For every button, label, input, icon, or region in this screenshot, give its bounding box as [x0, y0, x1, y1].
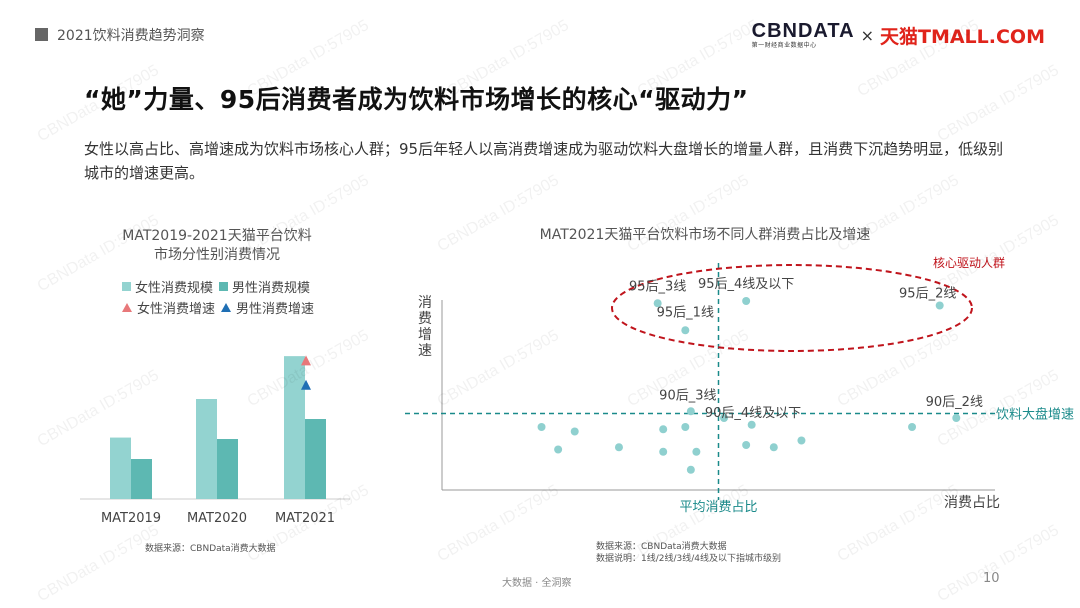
cbndata-logo-text: CBNDATA: [751, 20, 855, 42]
scatter-chart-title: MAT2021天猫平台饮料市场不同人群消费占比及增速: [540, 226, 871, 243]
page-number: 10: [983, 571, 1000, 586]
scatter-point: [659, 447, 668, 456]
logo-times-sign: ×: [860, 26, 874, 45]
watermark-text: CBNData ID:57905: [34, 521, 162, 606]
watermark-text: CBNData ID:57905: [934, 521, 1062, 606]
scatter-point-labeled: [686, 407, 695, 416]
legend-female-growth-label: 女性消费增速: [137, 302, 216, 317]
scatter-point-label: 95后_2线: [899, 287, 956, 302]
scatter-point: [681, 423, 690, 431]
bar-male-MAT2019: [131, 459, 152, 499]
bar-female-MAT2020: [196, 399, 217, 499]
left-chart-title-line2: 市场分性别消费情况: [154, 247, 280, 263]
legend-female-growth: 女性消费增速: [122, 298, 215, 317]
scatter-point-label: 90后_2线: [926, 395, 983, 410]
section-title: 2021饮料消费趋势洞察: [57, 28, 205, 44]
left-chart-title-line1: MAT2019-2021天猫平台饮料: [122, 228, 312, 244]
scatter-point: [614, 443, 623, 452]
gender-bar-chart: MAT2019 MAT2020 MAT2021: [80, 355, 350, 526]
tmall-logo: 天猫TMALL.COM: [879, 26, 1045, 48]
brand-logo: CBNDATA 第一财经商业数据中心 × 天猫TMALL.COM: [751, 20, 1045, 49]
section-marker: [35, 28, 48, 41]
bar-male-MAT2020: [217, 439, 238, 499]
avg-share-label: 平均消费占比: [679, 500, 757, 515]
legend-male-growth-triangle-icon: [221, 303, 232, 312]
growth-marker-female: [301, 355, 311, 366]
scatter-point-labeled: [952, 414, 961, 422]
scatter-point: [659, 425, 668, 434]
right-chart-source-line2: 数据说明：1线/2线/3线/4线及以下指城市级别: [596, 554, 782, 564]
scatter-point: [908, 423, 917, 431]
scatter-point-label: 95后_3线: [629, 279, 686, 294]
scatter-point-labeled: [653, 299, 662, 308]
bar-female-MAT2021: [284, 356, 305, 499]
right-chart-source-line1: 数据来源：CBNData消费大数据: [596, 542, 727, 552]
left-chart-title: MAT2019-2021天猫平台饮料 市场分性别消费情况: [92, 227, 342, 265]
scatter-point: [537, 423, 546, 431]
scatter-point-label: 90后_4线及以下: [705, 406, 801, 421]
scatter-point: [747, 420, 756, 429]
left-chart-legend: 女性消费规模 男性消费规模 女性消费增速 男性消费增速: [122, 276, 320, 318]
page-title: “她”力量、95后消费者成为饮料市场增长的核心“驱动力”: [84, 85, 749, 114]
bar-male-MAT2021: [305, 419, 326, 499]
core-driver-ellipse: [611, 264, 973, 352]
legend-female-swatch: [122, 282, 131, 291]
legend-male-growth-label: 男性消费增速: [236, 302, 315, 317]
footer-text: 大数据 · 全洞察: [502, 578, 572, 589]
right-chart-source: 数据来源：CBNData消费大数据 数据说明：1线/2线/3线/4线及以下指城市…: [596, 541, 781, 565]
legend-male-growth: 男性消费增速: [221, 298, 314, 317]
scatter-point-labeled: [681, 326, 690, 335]
left-chart-source: 数据来源：CBNData消费大数据: [145, 544, 276, 554]
legend-male-scale-label: 男性消费规模: [232, 281, 311, 296]
scatter-point-labeled: [720, 414, 729, 422]
scatter-point-labeled: [935, 301, 944, 310]
scatter-point: [769, 443, 778, 452]
scatter-point: [554, 445, 563, 454]
scatter-x-axis-label: 消费占比: [944, 495, 1000, 511]
scatter-point-labeled: [742, 297, 751, 305]
legend-male-scale: 男性消费规模: [219, 277, 310, 296]
bar-category-label: MAT2019: [101, 511, 161, 526]
page-description: 女性以高占比、高增速成为饮料市场核心人群；95后年轻人以高消费增速成为驱动饮料大…: [84, 140, 1004, 182]
legend-female-scale-label: 女性消费规模: [135, 281, 214, 296]
scatter-point: [692, 447, 701, 456]
scatter-point-label: 95后_1线: [657, 305, 714, 320]
core-driver-label: 核心驱动人群: [933, 256, 1005, 270]
scatter-point: [570, 427, 579, 436]
bar-category-label: MAT2020: [187, 511, 247, 526]
legend-male-swatch: [219, 282, 229, 291]
scatter-point-label: 95后_4线及以下: [698, 277, 794, 292]
bar-category-label: MAT2021: [275, 511, 335, 526]
scatter-point: [797, 436, 806, 445]
scatter-point: [742, 441, 751, 449]
market-growth-label: 饮料大盘增速: [996, 407, 1074, 423]
cbndata-logo-subtext: 第一财经商业数据中心: [751, 42, 817, 49]
legend-female-growth-triangle-icon: [122, 303, 132, 312]
bar-female-MAT2019: [110, 437, 131, 499]
growth-marker-male: [301, 379, 311, 390]
legend-female-scale: 女性消费规模: [122, 277, 213, 296]
scatter-point-label: 90后_3线: [659, 388, 716, 403]
cbndata-logo: CBNDATA 第一财经商业数据中心: [751, 20, 855, 49]
scatter-point: [686, 465, 695, 474]
scatter-y-axis-label: 消费增速: [418, 295, 432, 359]
watermark-text: CBNData ID:57905: [934, 61, 1062, 146]
